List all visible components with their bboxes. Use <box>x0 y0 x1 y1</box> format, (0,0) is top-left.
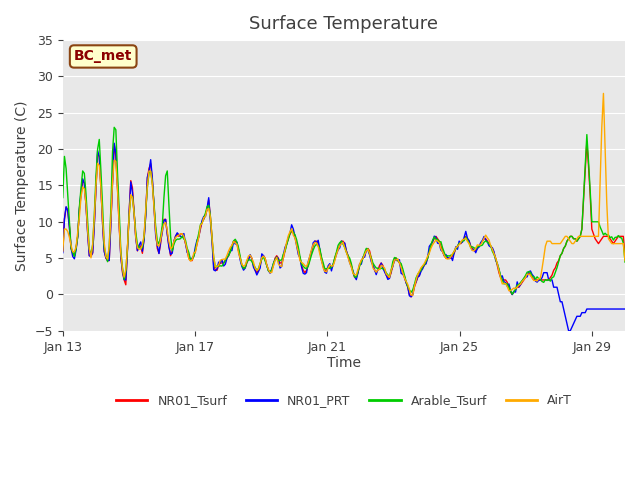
AirT <box>409 292 417 298</box>
NR01_PRT <box>142 214 150 219</box>
Line: Arable_Tsurf: Arable_Tsurf <box>63 127 625 294</box>
NR01_Tsurf <box>140 236 148 241</box>
Arable_Tsurf <box>524 269 531 275</box>
Legend: NR01_Tsurf, NR01_PRT, Arable_Tsurf, AirT: NR01_Tsurf, NR01_PRT, Arable_Tsurf, AirT <box>111 389 577 412</box>
AirT <box>160 221 168 227</box>
AirT <box>59 248 67 254</box>
Arable_Tsurf <box>512 287 520 292</box>
Arable_Tsurf <box>162 173 170 179</box>
NR01_Tsurf <box>160 216 168 222</box>
NR01_PRT <box>621 306 629 312</box>
Line: AirT: AirT <box>63 94 625 295</box>
Arable_Tsurf <box>621 259 629 265</box>
NR01_Tsurf <box>522 275 529 280</box>
NR01_Tsurf <box>399 270 406 276</box>
AirT <box>600 91 607 96</box>
NR01_Tsurf <box>550 267 557 273</box>
NR01_PRT <box>59 250 67 255</box>
Title: Surface Temperature: Surface Temperature <box>250 15 438 33</box>
NR01_PRT <box>522 274 529 280</box>
NR01_PRT <box>564 328 572 334</box>
NR01_Tsurf <box>621 253 629 259</box>
AirT <box>522 275 529 280</box>
AirT <box>510 285 518 291</box>
NR01_PRT <box>401 274 408 279</box>
Arable_Tsurf <box>59 195 67 201</box>
AirT <box>399 270 406 276</box>
NR01_Tsurf <box>59 248 67 254</box>
NR01_PRT <box>550 284 557 290</box>
NR01_PRT <box>162 216 170 222</box>
Arable_Tsurf <box>552 270 559 276</box>
NR01_Tsurf <box>510 289 518 295</box>
Y-axis label: Surface Temperature (C): Surface Temperature (C) <box>15 100 29 271</box>
AirT <box>621 258 629 264</box>
NR01_PRT <box>110 140 118 146</box>
AirT <box>550 241 557 247</box>
Text: BC_met: BC_met <box>74 49 132 63</box>
Arable_Tsurf <box>401 272 408 278</box>
NR01_PRT <box>510 288 518 294</box>
NR01_Tsurf <box>407 294 415 300</box>
AirT <box>140 233 148 239</box>
Line: NR01_Tsurf: NR01_Tsurf <box>63 142 625 297</box>
X-axis label: Time: Time <box>327 356 361 371</box>
Arable_Tsurf <box>508 291 516 297</box>
Arable_Tsurf <box>142 209 150 215</box>
NR01_Tsurf <box>583 139 591 145</box>
Arable_Tsurf <box>110 124 118 130</box>
Line: NR01_PRT: NR01_PRT <box>63 143 625 331</box>
